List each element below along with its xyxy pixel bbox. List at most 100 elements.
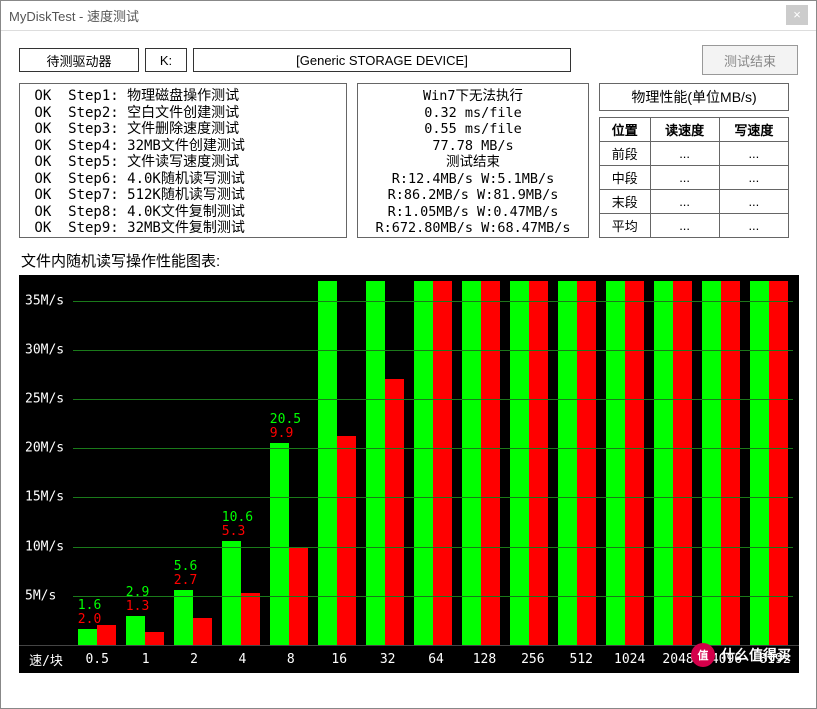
perf-title: 物理性能(单位MB/s) xyxy=(599,83,789,111)
table-row: 前段...... xyxy=(600,142,789,166)
x-axis: 速/块 0.5124816326412825651210242048409681… xyxy=(19,645,799,673)
x-tick-label: 1 xyxy=(121,652,169,667)
table-cell: 前段 xyxy=(600,142,651,166)
read-bar xyxy=(270,443,289,645)
x-tick-label: 0.5 xyxy=(73,652,121,667)
performance-chart: 1.62.02.91.35.62.710.65.320.59.9 速/块 0.5… xyxy=(19,275,799,673)
read-bar xyxy=(366,281,385,645)
bars-area: 1.62.02.91.35.62.710.65.320.59.9 xyxy=(73,281,793,645)
table-cell: ... xyxy=(719,214,788,238)
table-cell: 末段 xyxy=(600,190,651,214)
y-tick-label: 15M/s xyxy=(25,490,64,505)
bar-group xyxy=(457,281,505,645)
x-tick-label: 16 xyxy=(315,652,363,667)
read-value-label: 20.5 xyxy=(270,412,301,427)
result-line: 0.55 ms/file xyxy=(362,121,584,138)
result-line: 77.78 MB/s xyxy=(362,138,584,155)
write-value-label: 2.0 xyxy=(78,612,101,627)
result-line: R:86.2MB/s W:81.9MB/s xyxy=(362,187,584,204)
y-tick-label: 25M/s xyxy=(25,392,64,407)
bar-group xyxy=(409,281,457,645)
write-value-label: 1.3 xyxy=(126,599,149,614)
read-bar xyxy=(606,281,625,645)
result-line: R:1.05MB/s W:0.47MB/s xyxy=(362,204,584,221)
read-bar xyxy=(78,629,97,645)
read-bar xyxy=(510,281,529,645)
read-value-label: 10.6 xyxy=(222,510,253,525)
drive-selector[interactable]: 待测驱动器 xyxy=(19,48,139,72)
x-tick-label: 256 xyxy=(509,652,557,667)
table-row: 平均...... xyxy=(600,214,789,238)
y-tick-label: 35M/s xyxy=(25,293,64,308)
watermark: 值 什么值得买 xyxy=(691,643,791,667)
read-bar xyxy=(462,281,481,645)
bar-group xyxy=(601,281,649,645)
bar-group: 1.62.0 xyxy=(73,281,121,645)
write-bar xyxy=(481,281,500,645)
read-value-label: 2.9 xyxy=(126,585,149,600)
read-bar xyxy=(126,616,145,645)
read-bar xyxy=(654,281,673,645)
write-value-label: 5.3 xyxy=(222,524,245,539)
read-bar xyxy=(702,281,721,645)
perf-col-read: 读速度 xyxy=(650,118,719,142)
read-value-label: 1.6 xyxy=(78,598,101,613)
gridline xyxy=(73,350,793,351)
read-bar xyxy=(558,281,577,645)
content-area: 待测驱动器 K: [Generic STORAGE DEVICE] 测试结束 O… xyxy=(1,31,816,683)
x-tick-label: 512 xyxy=(557,652,605,667)
write-bar xyxy=(577,281,596,645)
write-value-label: 2.7 xyxy=(174,573,197,588)
table-header-row: 位置 读速度 写速度 xyxy=(600,118,789,142)
y-tick-label: 10M/s xyxy=(25,539,64,554)
table-cell: ... xyxy=(719,142,788,166)
perf-panel: 物理性能(单位MB/s) 位置 读速度 写速度 前段......中段......… xyxy=(599,83,789,238)
title-bar: MyDiskTest - 速度测试 × xyxy=(1,1,816,31)
gridline xyxy=(73,301,793,302)
table-cell: 平均 xyxy=(600,214,651,238)
bar-group xyxy=(553,281,601,645)
write-bar xyxy=(625,281,644,645)
write-bar xyxy=(145,632,164,645)
x-tick-label: 32 xyxy=(363,652,411,667)
write-bar xyxy=(193,618,212,645)
y-tick-label: 20M/s xyxy=(25,441,64,456)
x-tick-label: 4 xyxy=(218,652,266,667)
bar-group xyxy=(313,281,361,645)
table-cell: ... xyxy=(650,166,719,190)
write-bar xyxy=(529,281,548,645)
read-bar xyxy=(174,590,193,645)
table-cell: 中段 xyxy=(600,166,651,190)
x-tick-label: 2 xyxy=(170,652,218,667)
write-bar xyxy=(337,436,356,645)
bar-group xyxy=(361,281,409,645)
table-cell: ... xyxy=(650,190,719,214)
result-line: Win7下无法执行 xyxy=(362,88,584,105)
read-bar xyxy=(318,281,337,645)
app-window: MyDiskTest - 速度测试 × 待测驱动器 K: [Generic ST… xyxy=(0,0,817,709)
write-bar xyxy=(673,281,692,645)
perf-col-pos: 位置 xyxy=(600,118,651,142)
bar-group xyxy=(745,281,793,645)
window-title: MyDiskTest - 速度测试 xyxy=(9,6,139,25)
y-tick-label: 5M/s xyxy=(25,588,56,603)
write-value-label: 9.9 xyxy=(270,426,293,441)
bar-group xyxy=(649,281,697,645)
drive-letter-field[interactable]: K: xyxy=(145,48,187,72)
gridline xyxy=(73,547,793,548)
write-bar xyxy=(241,593,260,645)
bar-group: 10.65.3 xyxy=(217,281,265,645)
device-name-field: [Generic STORAGE DEVICE] xyxy=(193,48,571,72)
header-row: 待测驱动器 K: [Generic STORAGE DEVICE] 测试结束 xyxy=(19,45,798,75)
watermark-text: 什么值得买 xyxy=(721,645,791,665)
gridline xyxy=(73,497,793,498)
close-icon[interactable]: × xyxy=(786,5,808,25)
write-bar xyxy=(721,281,740,645)
results-panel: Win7下无法执行0.32 ms/file0.55 ms/file77.78 M… xyxy=(357,83,589,238)
end-test-button[interactable]: 测试结束 xyxy=(702,45,798,75)
gridline xyxy=(73,448,793,449)
bar-group xyxy=(505,281,553,645)
write-bar xyxy=(433,281,452,645)
read-bar xyxy=(750,281,769,645)
write-bar xyxy=(385,379,404,645)
